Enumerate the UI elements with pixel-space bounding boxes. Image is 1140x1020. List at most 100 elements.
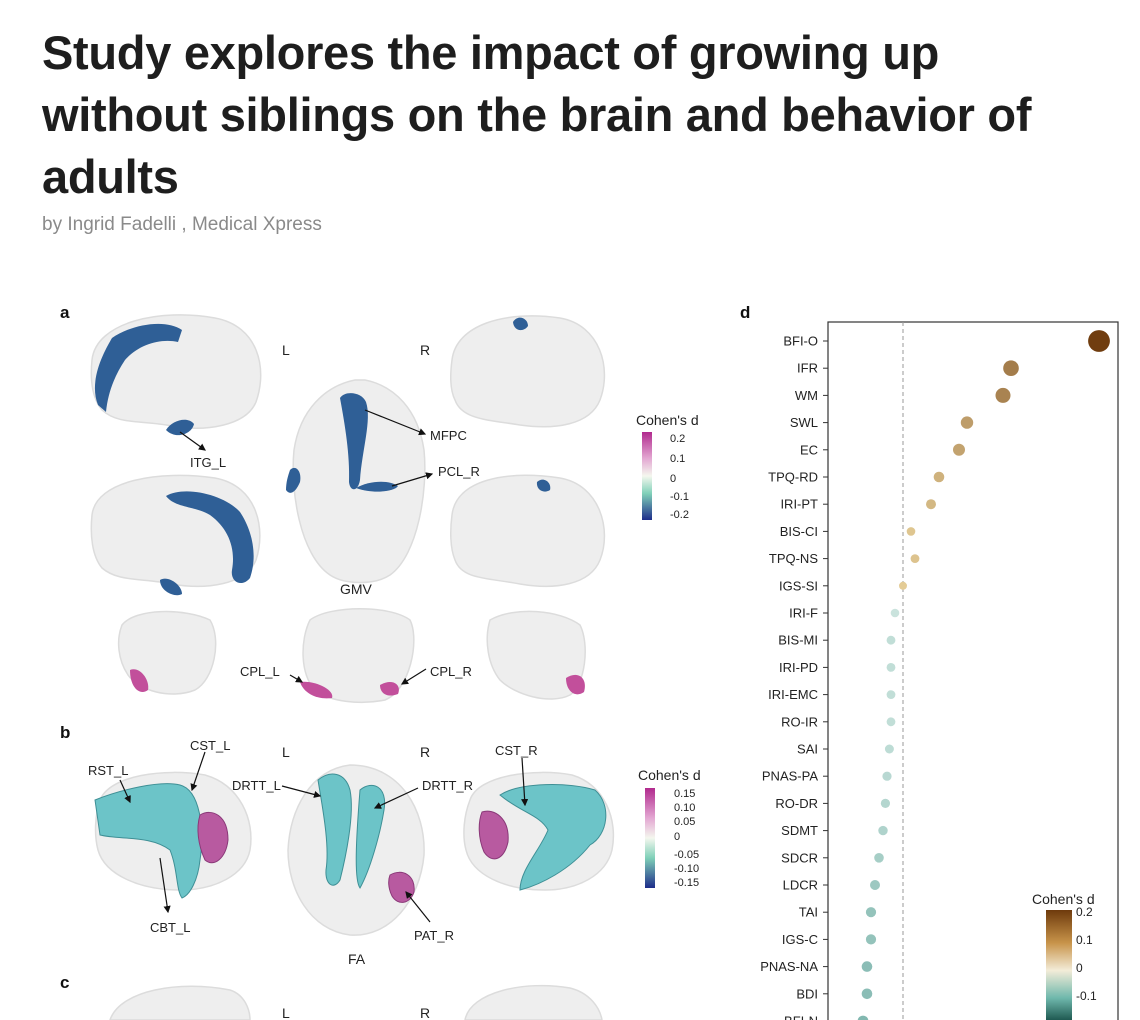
label-fa: FA [348,951,366,967]
data-point [882,771,892,781]
brain-glass-shells [90,314,606,704]
gmv-clusters [94,317,551,596]
y-tick-label: IRI-PT [780,497,818,512]
y-tick-label: BIS-CI [780,524,818,539]
label-cbt-l: CBT_L [150,920,190,935]
panel-a-arrows [179,409,434,685]
data-point [861,988,873,1000]
data-point [906,527,916,536]
y-tick-label: IFR [797,361,818,376]
data-point [960,416,974,429]
label-cst-r: CST_R [495,743,538,758]
label-cst-l: CST_L [190,738,230,753]
data-point [865,934,877,945]
data-point [933,471,945,483]
data-point [899,581,907,590]
data-point [995,387,1011,403]
article-byline[interactable]: by Ingrid Fadelli , Medical Xpress [42,214,322,235]
label-cpl-l: CPL_L [240,664,280,679]
colorbar-b-tick: 0 [674,831,680,843]
colorbar-b-tick: -0.15 [674,877,699,889]
y-tick-label: BFI-O [783,334,818,349]
colorbar-b-tick: 0.15 [674,788,695,800]
panel-a-left-label: L [282,342,290,358]
cpl-clusters [130,669,585,699]
y-tick-label: SWL [790,415,818,430]
colorbar-b: Cohen's d 0.15 0.10 0.05 0 -0.05 -0.10 -… [638,767,701,889]
y-tick-label: TAI [799,905,818,920]
label-pcl-r: PCL_R [438,464,480,479]
label-gmv: GMV [340,581,373,597]
panel-c-left-label: L [282,1005,290,1020]
y-tick-label: RO-IR [781,714,818,729]
label-pat-r: PAT_R [414,928,454,943]
data-point [857,1015,869,1020]
panel-a-right-label: R [420,342,430,358]
colorbar-d-tick: -0.1 [1076,989,1097,1003]
data-point [886,635,896,645]
panel-c-right-label: R [420,1005,430,1020]
colorbar-b-tick: 0.05 [674,816,695,828]
y-tick-label: LDCR [783,878,818,893]
data-point [953,443,965,456]
colorbar-a-tick: 0.2 [670,433,685,445]
y-tick-label: IRI-PD [779,660,818,675]
label-itg-l: ITG_L [190,455,226,470]
data-point [870,880,880,890]
label-mfpc: MFPC [430,428,467,443]
panel-c-label: c [60,973,69,992]
data-point [910,554,920,563]
tracts [94,773,607,899]
y-tick-label: BIS-MI [778,633,818,648]
colorbar-d-tick: 0 [1076,961,1083,975]
y-tick-label: IGS-C [782,932,818,947]
y-tick-label: TPQ-RD [768,470,818,485]
data-point [926,499,936,510]
colorbar-a-tick: 0.1 [670,453,685,465]
y-tick-label: BDI [796,986,818,1001]
panel-a-label: a [60,303,70,322]
data-point [1003,360,1019,377]
panel-c-shells [109,984,603,1020]
y-tick-label: RO-DR [775,796,818,811]
panel-d-label: d [740,303,750,322]
label-cpl-r: CPL_R [430,664,472,679]
panel-b-label: b [60,723,70,742]
y-tick-label: BFI-N [784,1014,818,1020]
plot-frame [827,321,1119,1020]
colorbar-a-tick: -0.2 [670,509,689,521]
data-point [886,663,896,672]
colorbar-d-tick: 0.1 [1076,933,1093,947]
data-point [880,798,891,809]
data-point [861,961,873,972]
article-title: Study explores the impact of growing up … [42,26,1032,203]
y-tick-label: SDCR [781,850,818,865]
colorbar-a: Cohen's d 0.2 0.1 0 -0.1 -0.2 [636,412,699,521]
colorbar-d: Cohen's d 0.2 0.1 0 -0.1 [1032,891,1097,1020]
colorbar-b-tick: -0.10 [674,863,699,875]
label-drtt-l: DRTT_L [232,778,281,793]
data-point [1088,330,1110,352]
data-point [874,853,884,863]
dot-plot: BFI-O IFR WM SWL EC TPQ-RD IRI-PT BIS-CI TPQ-NS I… [760,321,1119,1020]
y-tick-label: IGS-SI [779,578,818,593]
y-tick-label: PNAS-NA [760,959,818,974]
label-rst-l: RST_L [88,763,128,778]
y-tick-label: EC [800,442,818,457]
colorbar-d-tick: 0.2 [1076,905,1093,919]
data-point [886,690,896,699]
colorbar-b-title: Cohen's d [638,767,701,783]
data-point [890,608,900,618]
y-tick-label: SDMT [781,823,818,838]
colorbar-b-tick: -0.05 [674,849,699,861]
y-tick-label: IRI-EMC [768,687,818,702]
y-tick-label: PNAS-PA [762,769,818,784]
panel-b-arrows [119,751,529,923]
colorbar-a-tick: -0.1 [670,491,689,503]
data-point [884,744,894,754]
panel-b-right-label: R [420,744,430,760]
colorbar-b-tick: 0.10 [674,802,695,814]
colorbar-a-tick: 0 [670,473,676,485]
y-tick-label: SAI [797,742,818,757]
